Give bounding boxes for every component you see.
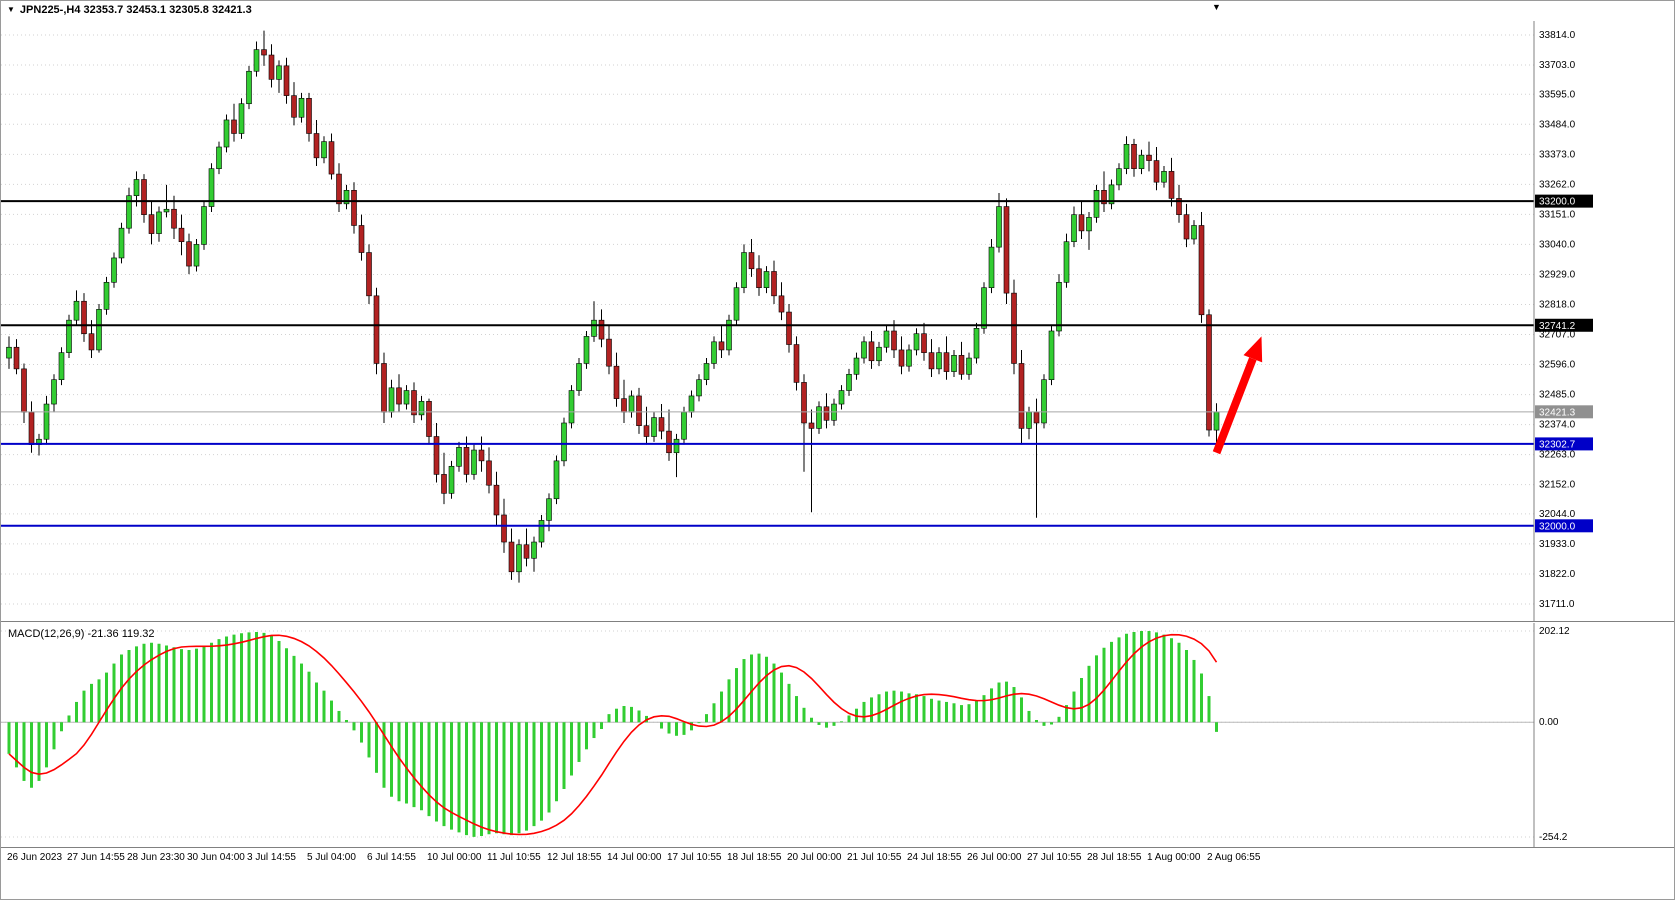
time-axis-label: 6 Jul 14:55	[367, 852, 416, 863]
svg-text:32707.0: 32707.0	[1539, 330, 1576, 341]
svg-text:32485.0: 32485.0	[1539, 390, 1576, 401]
svg-text:32302.7: 32302.7	[1539, 439, 1576, 450]
time-axis-label: 24 Jul 18:55	[907, 852, 962, 863]
horizontal-level-lines[interactable]	[1, 200, 1534, 527]
svg-text:32421.3: 32421.3	[1539, 407, 1576, 418]
macd-signal-line	[8, 633, 1218, 836]
svg-text:202.12: 202.12	[1539, 626, 1570, 637]
macd-histogram	[7, 631, 1218, 837]
time-axis-label: 11 Jul 10:55	[487, 852, 541, 863]
svg-text:33814.0: 33814.0	[1539, 30, 1576, 41]
svg-text:33262.0: 33262.0	[1539, 179, 1576, 190]
svg-text:32818.0: 32818.0	[1539, 299, 1576, 310]
panel-separator[interactable]	[1, 621, 1674, 622]
time-axis-label: 14 Jul 00:00	[607, 852, 662, 863]
time-axis-label: 26 Jul 00:00	[967, 852, 1022, 863]
time-axis-label: 17 Jul 10:55	[667, 852, 722, 863]
chart-shift-marker-icon[interactable]: ▼	[1212, 2, 1221, 12]
symbol-dropdown-icon[interactable]: ▼	[7, 5, 15, 14]
symbol-bar: ▼ JPN225-,H4 32353.7 32453.1 32305.8 324…	[7, 4, 252, 16]
price-chart-panel[interactable]: 33814.0 33703.0 33595.0 33484.0 33373.0 33262…	[1, 21, 1675, 621]
time-axis-label: 27 Jul 10:55	[1027, 852, 1082, 863]
price-axis-markers: 33200.0 32741.2 32302.7 32000.0 32421.3	[1535, 194, 1593, 533]
symbol-ohlc-label: JPN225-,H4 32353.7 32453.1 32305.8 32421…	[19, 4, 252, 16]
svg-text:-254.2: -254.2	[1539, 832, 1568, 843]
time-axis-label: 26 Jun 2023	[7, 852, 63, 863]
svg-text:32152.0: 32152.0	[1539, 480, 1576, 491]
macd-axis-labels[interactable]: 202.12 0.00 -254.2	[1539, 626, 1570, 843]
time-axis-label: 18 Jul 18:55	[727, 852, 782, 863]
macd-panel[interactable]: 202.12 0.00 -254.2	[1, 623, 1675, 847]
svg-text:33484.0: 33484.0	[1539, 119, 1576, 130]
time-axis-label: 1 Aug 00:00	[1147, 852, 1201, 863]
svg-text:32374.0: 32374.0	[1539, 420, 1576, 431]
time-axis-label: 5 Jul 04:00	[307, 852, 356, 863]
svg-text:33373.0: 33373.0	[1539, 149, 1576, 160]
time-axis-label: 30 Jun 04:00	[187, 852, 245, 863]
svg-text:32596.0: 32596.0	[1539, 360, 1576, 371]
svg-text:33151.0: 33151.0	[1539, 209, 1576, 220]
svg-text:32044.0: 32044.0	[1539, 509, 1576, 520]
svg-text:31822.0: 31822.0	[1539, 569, 1576, 580]
svg-text:32263.0: 32263.0	[1539, 450, 1576, 461]
time-axis-label: 28 Jun 23:30	[127, 852, 185, 863]
time-axis-label: 20 Jul 00:00	[787, 852, 842, 863]
svg-text:32929.0: 32929.0	[1539, 269, 1576, 280]
macd-indicator-label: MACD(12,26,9) -21.36 119.32	[8, 628, 155, 640]
price-axis-labels[interactable]: 33814.0 33703.0 33595.0 33484.0 33373.0 33262…	[1539, 30, 1576, 610]
time-axis-label: 3 Jul 14:55	[247, 852, 296, 863]
time-axis-separator	[1, 847, 1674, 848]
svg-text:32000.0: 32000.0	[1539, 521, 1576, 532]
svg-text:31711.0: 31711.0	[1539, 599, 1575, 610]
time-axis-label: 2 Aug 06:55	[1207, 852, 1261, 863]
time-axis-label: 10 Jul 00:00	[427, 852, 482, 863]
svg-text:0.00: 0.00	[1539, 717, 1559, 728]
time-axis-label: 27 Jun 14:55	[67, 852, 125, 863]
svg-text:33040.0: 33040.0	[1539, 239, 1576, 250]
price-grid	[1, 34, 1534, 605]
trend-arrow-annotation[interactable]	[1212, 336, 1263, 455]
svg-text:32741.2: 32741.2	[1539, 321, 1576, 332]
time-axis[interactable]: 26 Jun 2023 27 Jun 14:55 28 Jun 23:30 30 Ju…	[1, 850, 1674, 868]
svg-text:33595.0: 33595.0	[1539, 89, 1576, 100]
candlesticks	[6, 30, 1220, 583]
time-axis-label: 28 Jul 18:55	[1087, 852, 1142, 863]
time-axis-label: 12 Jul 18:55	[547, 852, 602, 863]
time-axis-label: 21 Jul 10:55	[847, 852, 902, 863]
svg-text:33200.0: 33200.0	[1539, 197, 1576, 208]
svg-text:33703.0: 33703.0	[1539, 60, 1576, 71]
svg-text:31933.0: 31933.0	[1539, 539, 1576, 550]
